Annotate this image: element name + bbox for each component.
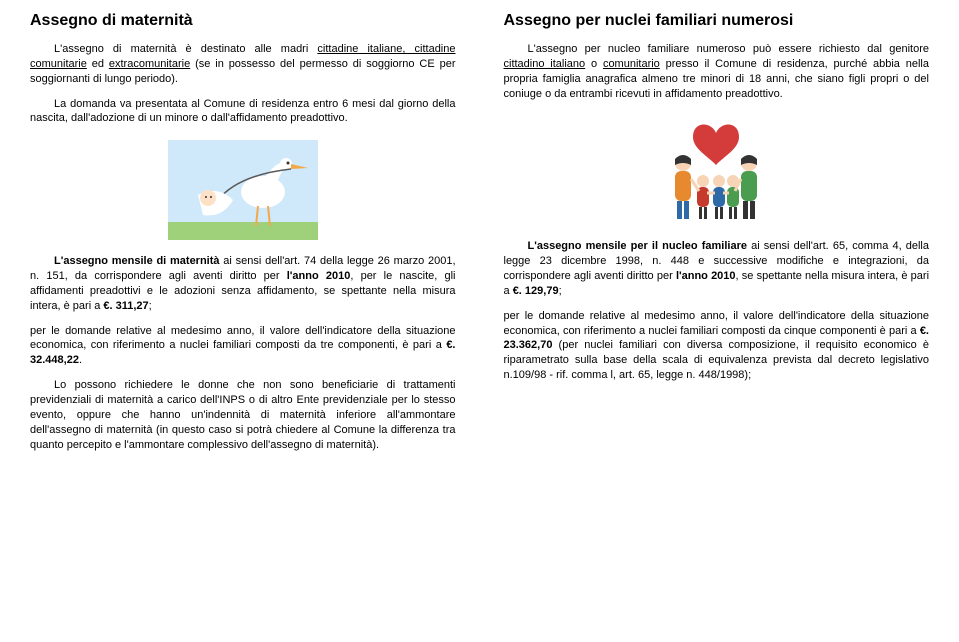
stork-illustration (30, 140, 456, 240)
left-p1: L'assegno di maternità è destinato alle … (30, 42, 456, 87)
left-p3: L'assegno mensile di maternità ai sensi … (30, 254, 456, 313)
left-p5: Lo possono richiedere le donne che non s… (30, 378, 456, 452)
right-column: Assegno per nuclei familiari numerosi L'… (504, 12, 930, 462)
right-p1: L'assegno per nucleo familiare numeroso … (504, 42, 930, 101)
left-p4: per le domande relative al medesimo anno… (30, 324, 456, 369)
left-p2: La domanda va presentata al Comune di re… (30, 97, 456, 127)
right-title: Assegno per nuclei familiari numerosi (504, 12, 930, 30)
left-title: Assegno di maternità (30, 12, 456, 30)
family-illustration (504, 115, 930, 225)
right-p2: L'assegno mensile per il nucleo familiar… (504, 239, 930, 298)
right-p3: per le domande relative al medesimo anno… (504, 309, 930, 383)
left-column: Assegno di maternità L'assegno di matern… (30, 12, 456, 462)
